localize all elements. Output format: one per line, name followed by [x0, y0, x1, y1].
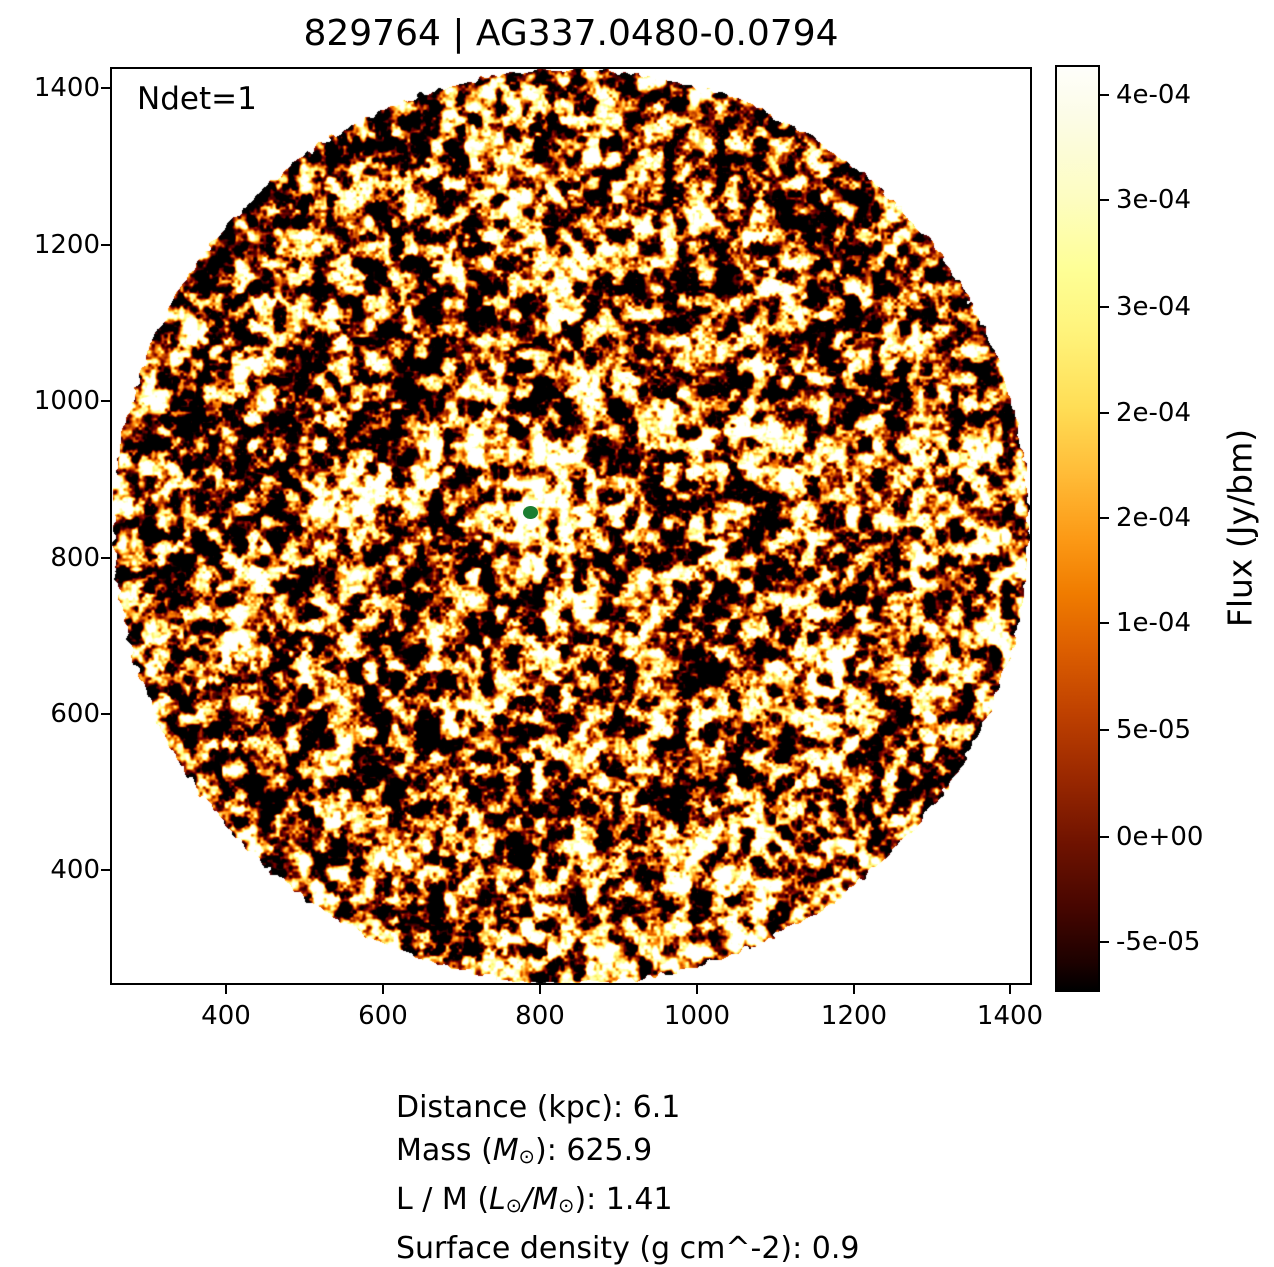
colorbar-tick-label: 0e+00 — [1116, 822, 1204, 852]
x-tick-label: 1000 — [663, 1001, 731, 1031]
y-tick-label: 1400 — [33, 73, 100, 103]
colorbar-tick — [1100, 729, 1109, 731]
flux-map-canvas — [110, 67, 1032, 985]
info-line: L / M (L⊙/M⊙): 1.41 — [396, 1181, 673, 1217]
y-tick — [101, 244, 110, 246]
y-tick-label: 1200 — [33, 230, 100, 260]
colorbar-tick — [1100, 94, 1109, 96]
colorbar-tick-label: 2e-04 — [1116, 503, 1192, 533]
colorbar-tick-label: 1e-04 — [1116, 608, 1192, 638]
x-tick-label: 1200 — [820, 1001, 888, 1031]
info-line: Distance (kpc): 6.1 — [396, 1090, 681, 1125]
x-tick — [853, 985, 855, 994]
colorbar-tick — [1100, 199, 1109, 201]
colorbar-tick-label: 3e-04 — [1116, 292, 1192, 322]
x-tick — [225, 985, 227, 994]
colorbar-tick-label: 5e-05 — [1116, 715, 1192, 745]
colorbar — [1055, 65, 1100, 992]
plot-area: Ndet=1 — [110, 67, 1032, 985]
y-tick — [101, 869, 110, 871]
info-line: Surface density (g cm^-2): 0.9 — [396, 1230, 860, 1266]
x-tick-label: 400 — [201, 1001, 251, 1031]
colorbar-tick — [1100, 412, 1109, 414]
colorbar-tick-label: 4e-04 — [1116, 80, 1192, 110]
colorbar-tick — [1100, 306, 1109, 308]
colorbar-tick — [1100, 622, 1109, 624]
info-line: Mass (M⊙): 625.9 — [396, 1133, 653, 1168]
colorbar-tick — [1100, 836, 1109, 838]
x-tick-label: 600 — [358, 1001, 408, 1031]
y-tick-label: 800 — [50, 543, 100, 573]
x-tick-label: 1400 — [976, 1001, 1044, 1031]
x-tick — [1009, 985, 1011, 994]
x-tick — [539, 985, 541, 994]
y-tick-label: 600 — [50, 699, 100, 729]
colorbar-tick-label: -5e-05 — [1116, 927, 1201, 957]
detection-marker — [523, 506, 538, 519]
colorbar-tick — [1100, 941, 1109, 943]
x-tick — [696, 985, 698, 994]
x-tick — [382, 985, 384, 994]
y-tick-label: 400 — [50, 855, 100, 885]
page-title: 829764 | AG337.0480-0.0794 — [303, 13, 839, 54]
y-tick — [101, 557, 110, 559]
info-text-block: Distance (kpc): 6.1 Mass (M⊙): 625.9 L / M… — [396, 1086, 859, 1267]
colorbar-tick-label: 3e-04 — [1116, 185, 1192, 215]
y-tick — [101, 87, 110, 89]
x-tick-label: 800 — [515, 1001, 565, 1031]
y-tick — [101, 400, 110, 402]
colorbar-tick — [1100, 517, 1109, 519]
ndet-annotation: Ndet=1 — [137, 81, 257, 117]
y-tick-label: 1000 — [33, 386, 100, 416]
y-tick — [101, 713, 110, 715]
colorbar-tick-label: 2e-04 — [1116, 398, 1192, 428]
colorbar-axis-label: Flux (Jy/bm) — [1220, 428, 1260, 628]
